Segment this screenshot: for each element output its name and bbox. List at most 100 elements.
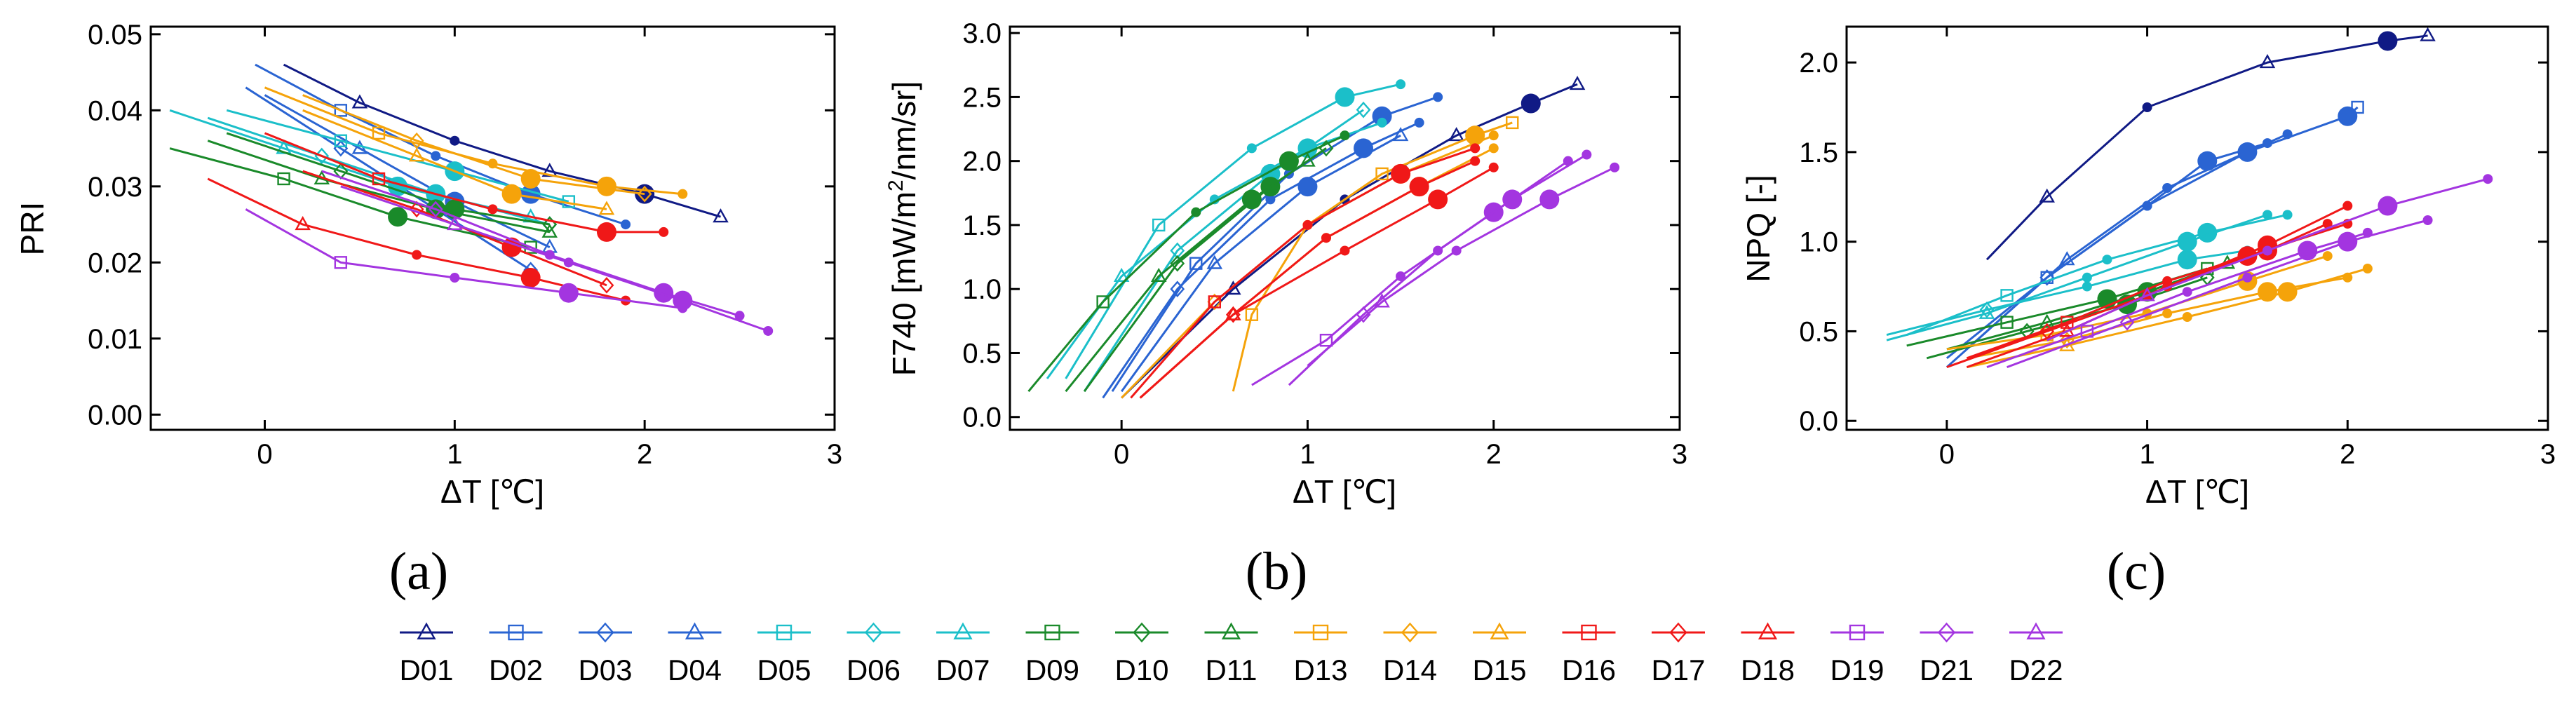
panel-b-ytick-label-2: 1.0 — [962, 274, 1002, 305]
panel-b-dot-D16-2 — [1302, 219, 1313, 230]
panel-c-point-D09-1 — [2000, 316, 2014, 329]
panel-c-dot-D22-2 — [2263, 245, 2272, 256]
panel-c-dot-D22-4 — [2483, 174, 2493, 184]
panel-a-point-D15-3 — [598, 201, 615, 215]
panel-a-point-D14-3 — [637, 185, 652, 203]
panel-a-line-D15 — [302, 109, 607, 210]
panel-b-series — [1027, 76, 1620, 399]
panel-c-dot-D18-4 — [2342, 201, 2353, 211]
legend-label-D18: D18 — [1741, 654, 1795, 686]
panel-a-series-D15 — [302, 109, 615, 215]
panel-c-xtick-label-1: 1 — [2139, 439, 2154, 470]
panel-b-dot-D18-4 — [1488, 162, 1499, 172]
panel-a-dot-D22-2 — [563, 257, 574, 268]
panel-a-highlight-D13 — [597, 176, 616, 196]
panel-c-dot-D06-2 — [2082, 281, 2092, 292]
panel-b-y-axis-label: F740 [mW/m2/nm/sr] — [884, 81, 922, 377]
panel-b-dot-D05-2 — [1246, 143, 1257, 154]
panel-c-highlight-D01 — [2378, 31, 2398, 51]
panel-b-ytick-label-4: 2.0 — [962, 147, 1002, 177]
legend-item-D11: D11 — [1204, 622, 1258, 686]
panel-c-point-D05-1 — [2000, 289, 2014, 302]
panel-a-xtick-label-1: 1 — [447, 439, 462, 470]
panel-b-dot-D21-2 — [1433, 245, 1443, 256]
panel-a-point-D17-1 — [409, 201, 424, 218]
legend-item-D07: D07 — [936, 622, 990, 686]
panel-b-point-D04-1 — [1206, 255, 1223, 269]
panel-c-point-D21-1 — [2119, 313, 2135, 331]
panel-a: 0 1 2 30.000.010.020.030.040.05 ΔT [℃] PRI … — [14, 20, 842, 601]
legend-item-D15: D15 — [1472, 622, 1527, 686]
panel-a-series-D16 — [264, 132, 669, 242]
panel-c-ytick-label-4: 2.0 — [1799, 48, 1838, 79]
panel-a-xtick-label-3: 3 — [827, 439, 842, 470]
panel-c-ytick-label-3: 1.5 — [1799, 137, 1838, 168]
panel-c-highlight-D02 — [2338, 106, 2358, 126]
panel-c-dot-D04-4 — [2282, 129, 2293, 140]
panel-b-dot-D19-2 — [1396, 271, 1406, 281]
panel-b-ytick-label-1: 0.5 — [962, 338, 1002, 369]
panel-c-xtick-label-0: 0 — [1939, 439, 1955, 470]
panel-c-label: (c) — [2107, 542, 2166, 601]
panel-b-dot-D21-4 — [1582, 149, 1592, 160]
panel-c-highlight-D22 — [2378, 196, 2398, 216]
legend-label-D14: D14 — [1383, 654, 1437, 686]
panel-b-ytick-label-6: 3.0 — [962, 18, 1002, 49]
panel-b-dot-D22-4 — [1610, 162, 1620, 172]
panel-b-dot-D17-2 — [1321, 233, 1331, 243]
panel-a-dot-D22-4 — [763, 325, 774, 336]
panel-b-point-D18-1 — [1225, 306, 1241, 320]
legend-item-D13: D13 — [1293, 624, 1348, 686]
legend-marker-D14 — [1401, 622, 1420, 643]
panel-a-x-axis-label: ΔT [℃] — [440, 473, 544, 510]
legend-item-D19: D19 — [1830, 624, 1884, 686]
panel-c-highlight-D15 — [2277, 282, 2298, 302]
panel-c-point-D01-3 — [2259, 54, 2276, 69]
legend-marker-D01 — [417, 622, 436, 639]
legend-marker-D11 — [1221, 622, 1241, 639]
panel-b-point-D10-3 — [1319, 140, 1334, 157]
legend-marker-D13 — [1312, 624, 1329, 641]
panel-b-point-D04-3 — [1392, 127, 1409, 142]
panel-a-ytick-label-5: 0.05 — [88, 20, 142, 50]
panel-b-point-D13-3 — [1375, 167, 1389, 181]
panel-a-series-D18 — [207, 177, 631, 306]
panel-a-series-D01 — [283, 63, 729, 223]
panel-b-plot-frame — [1009, 25, 1681, 431]
panel-c-dot-D15-2 — [2182, 312, 2192, 322]
panel-c-dot-D05-4 — [2282, 210, 2293, 220]
panel-b-ticks: 0 1 2 3 0.0 0.5 1.0 1.5 2.0 2.5 3.0 — [962, 18, 1687, 470]
panel-a-ytick-label-3: 0.03 — [88, 172, 142, 203]
legend-label-D06: D06 — [847, 654, 901, 686]
panel-b-highlight-D07 — [1297, 138, 1318, 158]
panel-b-highlight-D18 — [1428, 189, 1448, 210]
panel-c-x-axis-label: ΔT [℃] — [2145, 473, 2249, 510]
legend-marker-D22 — [2026, 622, 2046, 639]
legend-label-D03: D03 — [578, 654, 632, 686]
panel-c-ytick-label-0: 0.0 — [1799, 406, 1838, 437]
panel-a-ytick-label-2: 0.02 — [88, 248, 142, 278]
panel-a-point-D22-1 — [447, 216, 463, 231]
panel-b-highlight-D05 — [1335, 87, 1355, 107]
legend-marker-D04 — [685, 622, 705, 639]
panel-b-y-axis-label-main: F740 [mW/m — [886, 191, 922, 376]
legend-label-D07: D07 — [936, 654, 990, 686]
legend-item-D09: D09 — [1025, 624, 1079, 686]
panel-b-highlight-D16 — [1391, 163, 1411, 184]
panel-a-point-D18-1 — [295, 216, 311, 231]
panel-c-series-D15 — [1967, 264, 2373, 369]
legend-label-D19: D19 — [1830, 654, 1884, 686]
panel-b-point-D07-1 — [1113, 267, 1130, 282]
panel-b-series-D22 — [1307, 162, 1620, 367]
panel-b-dot-D17-4 — [1470, 156, 1481, 166]
panel-a-point-D15-1 — [408, 147, 425, 162]
legend-label-D21: D21 — [1920, 654, 1974, 686]
panel-c-point-D01-1 — [2039, 188, 2055, 203]
panel-c-highlight-D06 — [2177, 250, 2197, 270]
panel-a-dot-D19-2 — [450, 273, 460, 283]
panel-a-ytick-label-1: 0.01 — [88, 324, 142, 355]
panel-c-series-D22 — [2046, 174, 2493, 341]
panel-c-point-D02-5 — [2351, 100, 2364, 114]
